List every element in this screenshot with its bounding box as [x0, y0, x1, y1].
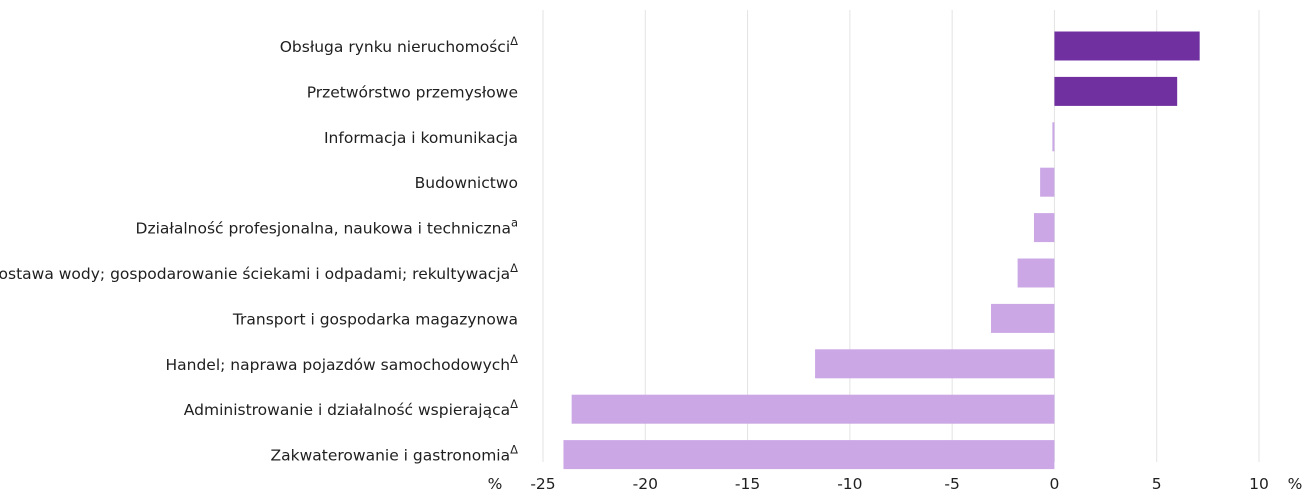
category-label: Transport i gospodarka magazynowa [232, 310, 518, 328]
x-tick-label: -20 [633, 475, 658, 492]
bar [563, 440, 1055, 470]
category-label-superscript: Δ [510, 261, 518, 275]
category-labels: Obsługa rynku nieruchomościΔPrzetwórstwo… [0, 34, 518, 465]
bar [815, 349, 1055, 379]
bar [1054, 76, 1178, 106]
bar [1017, 258, 1055, 288]
category-label-text: Przetwórstwo przemysłowe [307, 83, 518, 101]
x-tick-label: -15 [735, 475, 760, 492]
category-label-superscript: Δ [510, 34, 518, 48]
category-label-text: Obsługa rynku nieruchomości [280, 38, 510, 56]
x-tick-label: -25 [530, 475, 555, 492]
x-tick-label: -10 [837, 475, 862, 492]
category-label-text: Działalność profesjonalna, naukowa i tec… [136, 220, 511, 238]
category-label-superscript: Δ [510, 352, 518, 366]
category-label: Budownictwo [415, 174, 518, 192]
bar [571, 394, 1055, 424]
bar [991, 303, 1055, 333]
category-label: Zakwaterowanie i gastronomiaΔ [271, 443, 519, 465]
x-axis-unit-left: % [488, 475, 503, 492]
category-label-text: Transport i gospodarka magazynowa [232, 310, 518, 328]
category-label-superscript: Δ [510, 397, 518, 411]
category-label: Informacja i komunikacja [324, 129, 518, 147]
x-tick-label: -5 [944, 475, 959, 492]
x-tick-label: 5 [1152, 475, 1162, 492]
x-axis-ticks: -25 -20 -15 -10 -5 0 5 10 [530, 475, 1269, 492]
bars [563, 31, 1200, 470]
category-label-text: Informacja i komunikacja [324, 129, 518, 147]
category-label-text: Dostawa wody; gospodarowanie ściekami i … [0, 265, 510, 283]
bar [1040, 167, 1055, 197]
category-label: Handel; naprawa pojazdów samochodowychΔ [165, 352, 518, 374]
category-label-text: Budownictwo [415, 174, 518, 192]
bar [1054, 31, 1200, 61]
x-axis-unit-right: % [1288, 475, 1303, 492]
category-label-text: Zakwaterowanie i gastronomia [271, 447, 511, 465]
bar [1033, 213, 1055, 243]
category-label: Administrowanie i działalność wspierając… [184, 397, 518, 419]
x-tick-label: 0 [1049, 475, 1059, 492]
category-label: Działalność profesjonalna, naukowa i tec… [136, 216, 518, 238]
category-label-superscript: Δ [510, 443, 518, 457]
x-tick-label: 10 [1249, 475, 1269, 492]
category-label: Dostawa wody; gospodarowanie ściekami i … [0, 261, 518, 283]
category-label: Obsługa rynku nieruchomościΔ [280, 34, 518, 56]
category-label-text: Handel; naprawa pojazdów samochodowych [165, 356, 510, 374]
category-label-text: Administrowanie i działalność wspierając… [184, 401, 510, 419]
category-label: Przetwórstwo przemysłowe [307, 83, 518, 101]
category-label-superscript: a [511, 216, 518, 230]
bar [1052, 122, 1055, 152]
